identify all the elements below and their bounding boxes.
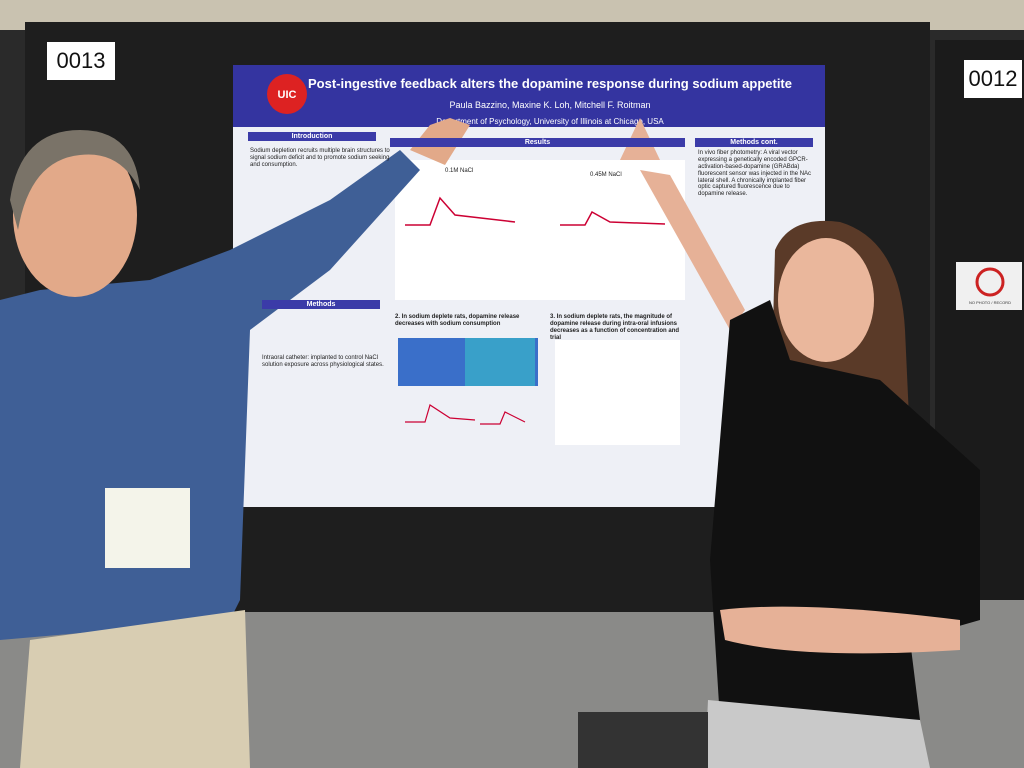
logo	[267, 74, 307, 114]
methods-cont-text: In vivo fiber photometry: A viral vector…	[698, 150, 812, 198]
woman-arm	[720, 606, 960, 654]
section-header: Results	[390, 138, 685, 147]
trace	[560, 210, 666, 226]
panel-title: 2. In sodium deplete rats, dopamine rele…	[395, 314, 520, 327]
board-number-box	[47, 42, 115, 80]
board-number-box	[964, 60, 1022, 98]
trace	[480, 411, 526, 425]
sign-text: NO PHOTO / RECORD	[969, 300, 1011, 305]
board-number: 0013	[57, 48, 106, 73]
bag	[578, 712, 708, 768]
man-face	[13, 133, 137, 297]
intro-text: Sodium depletion recruits multiple brain…	[250, 148, 390, 168]
woman-face	[778, 238, 874, 362]
man-pants	[20, 610, 250, 768]
plot-label: 0.45M NaCl	[590, 172, 622, 178]
man-hair	[10, 130, 140, 230]
woman-arm	[640, 170, 745, 330]
plot-label: 0.1M NaCl	[445, 168, 474, 174]
badge	[105, 488, 190, 568]
trace	[405, 404, 476, 423]
woman-pants	[705, 700, 930, 768]
logo-text: UIC	[278, 89, 297, 101]
methods-text: Intraoral catheter: implanted to control…	[262, 355, 384, 368]
poster-authors: Paula Bazzino, Maxine K. Loh, Mitchell F…	[449, 100, 650, 110]
board-number: 0012	[969, 66, 1018, 91]
section-header: Methods cont.	[695, 138, 813, 147]
heatmap	[465, 338, 535, 386]
poster-header	[233, 65, 825, 127]
section-header: Methods	[262, 300, 380, 309]
section-header: Introduction	[248, 132, 376, 141]
poster-title: Post-ingestive feedback alters the dopam…	[308, 76, 792, 91]
trace	[405, 196, 516, 226]
sign-icon	[975, 267, 1005, 297]
poster-affiliation: Department of Psychology, University of …	[436, 117, 664, 126]
figure-panel	[395, 160, 685, 300]
panel-title: 3. In sodium deplete rats, the magnitude…	[550, 314, 680, 341]
figure-panel	[555, 340, 680, 445]
